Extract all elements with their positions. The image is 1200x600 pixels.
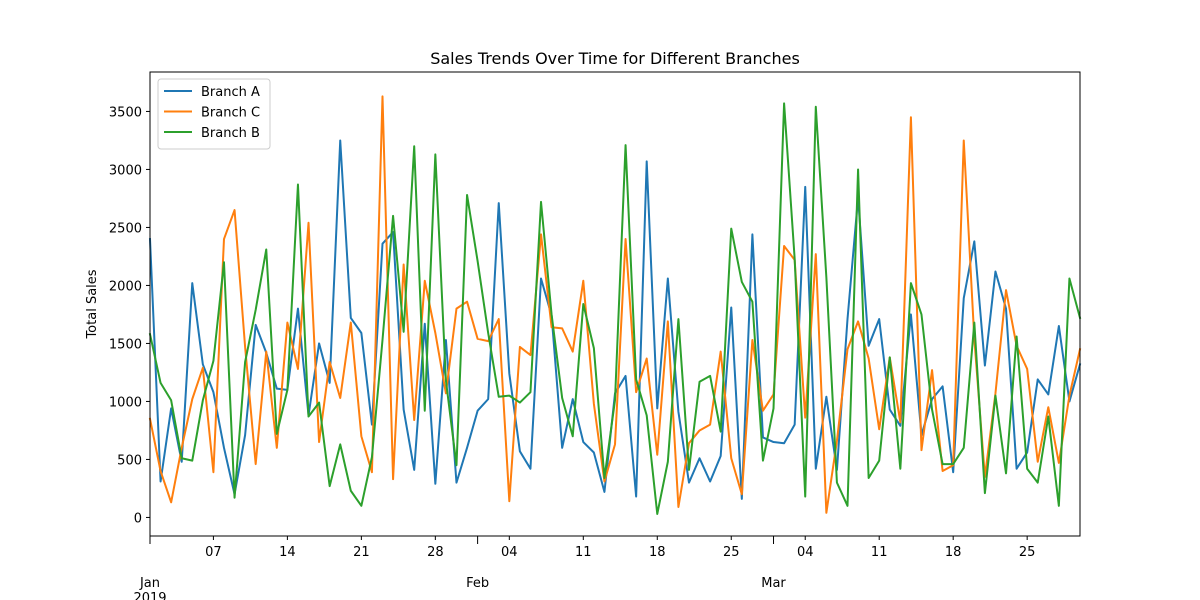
chart-title: Sales Trends Over Time for Different Bra… xyxy=(430,49,800,68)
x-major-tick-sublabel: 2019 xyxy=(133,591,166,600)
x-minor-tick-label: 18 xyxy=(649,545,666,560)
x-minor-tick-label: 25 xyxy=(1019,545,1036,560)
x-minor-tick-label: 21 xyxy=(353,545,370,560)
x-minor-tick-label: 11 xyxy=(575,545,592,560)
y-axis-label: Total Sales xyxy=(85,269,100,339)
x-minor-tick-label: 11 xyxy=(871,545,888,560)
y-tick-label: 1000 xyxy=(109,395,142,410)
x-major-tick-label: Jan xyxy=(139,576,160,591)
y-tick-label: 1500 xyxy=(109,337,142,352)
plot-frame xyxy=(149,71,1081,537)
x-minor-tick-label: 04 xyxy=(797,545,814,560)
series-line-2 xyxy=(148,95,1082,514)
y-tick-label: 3000 xyxy=(109,163,142,178)
y-tick-label: 2500 xyxy=(109,221,142,236)
series-line-3 xyxy=(148,102,1082,515)
axes-layer: 0 500 1000 1500 2000 2500 3000 3500 07 14 21 28 04 11… xyxy=(109,71,1081,600)
x-minor-tick-label: 04 xyxy=(501,545,518,560)
legend: Branch A Branch C Branch B xyxy=(157,78,271,150)
y-tick-label: 3500 xyxy=(109,105,142,120)
x-minor-tick-label: 18 xyxy=(945,545,962,560)
series-layer xyxy=(148,95,1082,515)
x-minor-tick-label: 14 xyxy=(279,545,296,560)
x-minor-tick-label: 07 xyxy=(205,545,222,560)
x-major-tick-label: Feb xyxy=(466,576,489,591)
y-tick-label: 0 xyxy=(134,511,142,526)
x-minor-tick-label: 28 xyxy=(427,545,444,560)
legend-label-3: Branch B xyxy=(201,126,260,141)
y-tick-label: 500 xyxy=(117,453,142,468)
legend-label-2: Branch C xyxy=(201,106,260,121)
legend-label-1: Branch A xyxy=(201,85,260,100)
y-tick-label: 2000 xyxy=(109,279,142,294)
x-minor-tick-label: 25 xyxy=(723,545,740,560)
x-major-tick-label: Mar xyxy=(761,576,786,591)
